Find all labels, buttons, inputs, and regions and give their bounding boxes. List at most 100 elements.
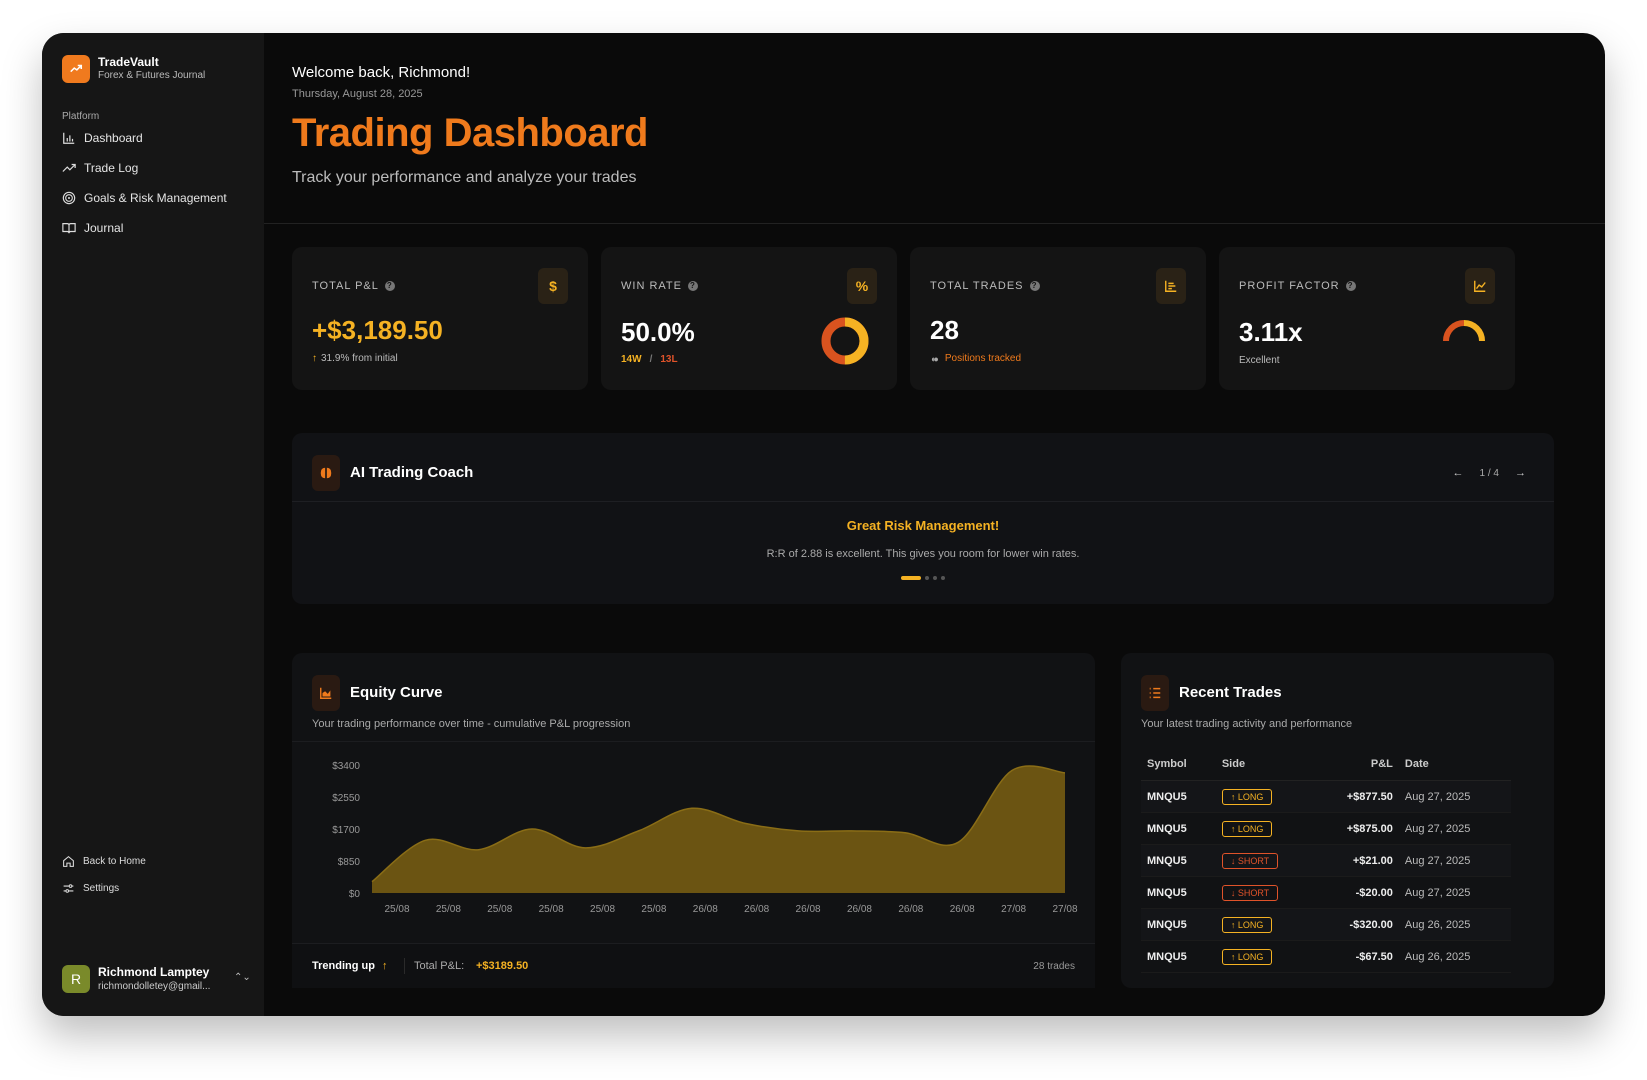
avatar[interactable]: R	[62, 965, 90, 993]
brand-title: TradeVault	[98, 55, 159, 69]
coach-divider	[292, 501, 1554, 502]
trade-side-cell: ↑ LONG	[1215, 940, 1315, 973]
nav-group-label: Platform	[62, 111, 100, 122]
y-tick-label: $3400	[332, 761, 360, 772]
help-icon[interactable]: ?	[1345, 281, 1356, 291]
sidebar-item-journal[interactable]: Journal	[62, 221, 123, 235]
target-icon	[62, 191, 76, 205]
trade-pnl: +$21.00	[1314, 844, 1399, 877]
column-header-side[interactable]: Side	[1215, 748, 1315, 781]
equity-point[interactable]	[370, 880, 374, 884]
stat-label: TOTAL TRADES?	[930, 280, 1040, 292]
settings-label: Settings	[83, 883, 120, 894]
stat-note: ↑ 31.9% from initial	[312, 353, 398, 364]
trades-count: 28 trades	[1033, 961, 1075, 972]
coach-dot[interactable]	[933, 576, 937, 580]
equity-point[interactable]	[1063, 771, 1067, 775]
user-email: richmondolletey@gmail...	[98, 981, 211, 992]
coach-dot[interactable]	[941, 576, 945, 580]
win-loss-note: 14W / 13L	[621, 354, 678, 365]
table-row[interactable]: MNQU5 ↓ SHORT +$21.00 Aug 27, 2025	[1141, 844, 1511, 877]
coach-headline: Great Risk Management!	[846, 518, 1000, 533]
column-header-symbol[interactable]: Symbol	[1141, 748, 1216, 781]
arrow-left-icon[interactable]: ←	[1452, 467, 1464, 479]
x-tick-label: 25/08	[590, 904, 615, 915]
sidebar-item-label: Dashboard	[84, 131, 143, 145]
arrow-right-icon[interactable]: →	[1515, 467, 1526, 479]
stat-label: PROFIT FACTOR?	[1239, 280, 1356, 292]
profit-factor-value: 3.11x	[1239, 317, 1303, 347]
x-tick-label: 27/08	[1001, 904, 1026, 915]
y-tick-label: $2550	[332, 793, 360, 804]
trade-pnl: +$875.00	[1314, 812, 1399, 845]
trending-up-icon[interactable]	[62, 55, 90, 83]
table-row[interactable]: MNQU5 ↑ LONG +$875.00 Aug 27, 2025	[1141, 812, 1511, 845]
total-pnl-footer-value: +$3189.50	[476, 960, 529, 972]
back-to-home-link[interactable]: Back to Home	[62, 855, 146, 868]
trade-pnl: -$67.50	[1314, 940, 1399, 973]
profit-factor-gauge	[1443, 320, 1485, 342]
coach-pager: ← 1 / 4 →	[1453, 467, 1526, 479]
coach-dots	[292, 576, 1554, 580]
trade-side-badge: ↓ SHORT	[1221, 884, 1279, 901]
stat-note: ◖● Positions tracked	[930, 353, 1022, 364]
trade-side-badge: ↑ LONG	[1221, 788, 1273, 805]
help-icon[interactable]: ?	[687, 281, 698, 291]
column-header-date[interactable]: Date	[1398, 748, 1511, 781]
table-row[interactable]: MNQU5 ↑ LONG +$877.50 Aug 27, 2025	[1141, 780, 1511, 813]
brand-subtitle: Forex & Futures Journal	[98, 70, 206, 81]
sidebar-item-label: Trade Log	[84, 161, 139, 175]
x-tick-label: 26/08	[898, 904, 923, 915]
trade-side-cell: ↑ LONG	[1215, 780, 1315, 813]
coach-message: R:R of 2.88 is excellent. This gives you…	[766, 548, 1080, 560]
trade-symbol: MNQU5	[1141, 812, 1216, 845]
coach-dot[interactable]	[925, 576, 929, 580]
recent-trades-table: Symbol Side P&L Date MNQU5 ↑ LONG +$877.50…	[1141, 748, 1511, 973]
back-to-home-label: Back to Home	[83, 856, 146, 867]
equity-point[interactable]	[690, 806, 694, 810]
stat-card-profit-factor: PROFIT FACTOR? 3.11x Excellent	[1219, 247, 1515, 390]
equity-point[interactable]	[743, 821, 747, 825]
sidebar-item-dashboard[interactable]: Dashboard	[62, 131, 143, 145]
equity-point[interactable]	[1010, 769, 1014, 773]
activity-icon: ◖●	[930, 353, 939, 364]
y-tick-label: $0	[349, 889, 361, 900]
equity-point[interactable]	[423, 838, 427, 842]
equity-point[interactable]	[796, 829, 800, 833]
help-icon[interactable]: ?	[384, 281, 395, 291]
trade-date: Aug 27, 2025	[1398, 812, 1511, 845]
trade-side-badge: ↑ LONG	[1221, 916, 1273, 933]
coach-dot[interactable]	[901, 576, 921, 580]
table-header-row: Symbol Side P&L Date	[1141, 748, 1511, 781]
equity-title: Equity Curve	[350, 684, 443, 701]
equity-point[interactable]	[477, 848, 481, 852]
x-tick-label: 26/08	[950, 904, 975, 915]
sidebar-item-label: Goals & Risk Management	[84, 191, 227, 205]
win-rate-donut	[821, 317, 869, 365]
chevron-up-down-icon[interactable]: ⌃⌄	[234, 972, 251, 983]
table-row[interactable]: MNQU5 ↑ LONG -$320.00 Aug 26, 2025	[1141, 908, 1511, 941]
help-icon[interactable]: ?	[1029, 281, 1040, 291]
x-tick-label: 26/08	[847, 904, 872, 915]
trending-up-icon	[62, 163, 76, 172]
x-tick-label: 26/08	[796, 904, 821, 915]
table-row[interactable]: MNQU5 ↓ SHORT -$20.00 Aug 27, 2025	[1141, 876, 1511, 909]
settings-link[interactable]: Settings	[62, 882, 119, 895]
equity-point[interactable]	[583, 846, 587, 850]
bar-chart-icon	[63, 132, 75, 144]
equity-point[interactable]	[637, 829, 641, 833]
sidebar-item-trade-log[interactable]: Trade Log	[62, 161, 138, 175]
sidebar-item-goals[interactable]: Goals & Risk Management	[62, 191, 227, 205]
equity-point[interactable]	[850, 829, 854, 833]
x-tick-label: 25/08	[641, 904, 666, 915]
table-row[interactable]: MNQU5 ↑ LONG -$67.50 Aug 26, 2025	[1141, 940, 1511, 973]
app-window: TradeVault Forex & Futures Journal Platf…	[42, 33, 1605, 1016]
stat-note: Excellent	[1239, 355, 1280, 366]
x-tick-label: 25/08	[384, 904, 409, 915]
equity-point[interactable]	[956, 840, 960, 844]
equity-point[interactable]	[903, 831, 907, 835]
equity-footer: Trending up ↑ Total P&L: +$3189.50 28 tr…	[292, 943, 1095, 988]
equity-divider	[292, 741, 1095, 742]
equity-point[interactable]	[530, 827, 534, 831]
column-header-pnl[interactable]: P&L	[1314, 748, 1399, 781]
